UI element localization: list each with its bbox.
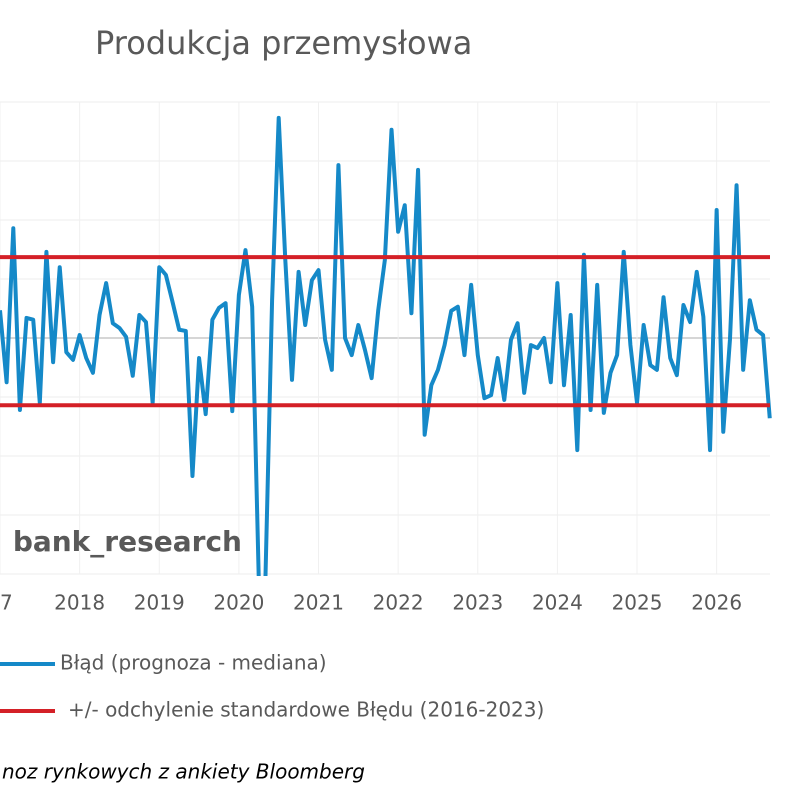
x-tick-label: 2025 <box>612 591 663 615</box>
x-tick-label: 2021 <box>293 591 344 615</box>
x-tick-label: 2024 <box>532 591 583 615</box>
x-tick-label: 2019 <box>134 591 185 615</box>
watermark: bank_research <box>13 525 242 558</box>
legend-label: +/- odchylenie standardowe Błędu (2016-2… <box>68 698 544 722</box>
x-tick-label: 2018 <box>54 591 105 615</box>
legend-label: Błąd (prognoza - mediana) <box>60 651 327 675</box>
chart-title: Produkcja przemysłowa <box>95 24 472 62</box>
x-tick-label: 2023 <box>452 591 503 615</box>
data-line <box>0 115 772 576</box>
x-tick-label: 2026 <box>691 591 742 615</box>
x-tick-label: 2022 <box>373 591 424 615</box>
footnote: noz rynkowych z ankiety Bloomberg <box>2 760 365 784</box>
x-tick-label: 2020 <box>213 591 264 615</box>
x-tick-label: 17 <box>0 591 13 615</box>
